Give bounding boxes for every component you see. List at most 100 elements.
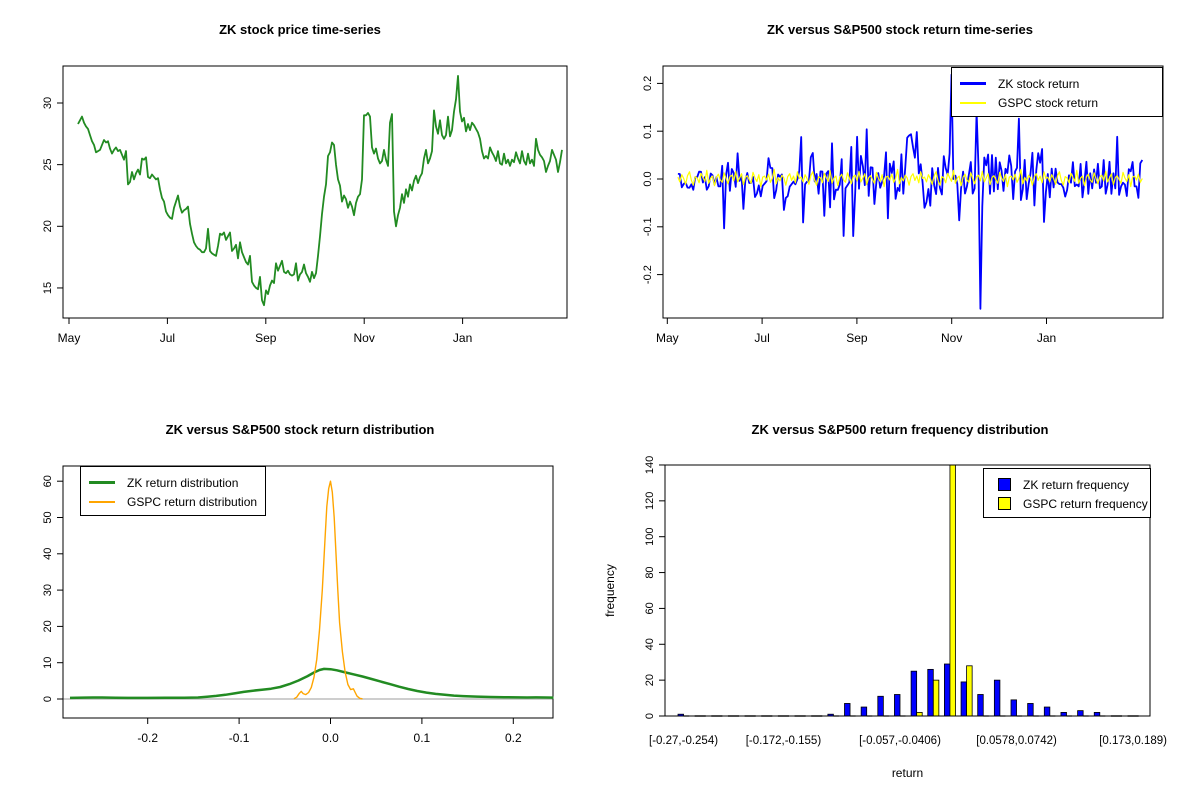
bin-range-label: [0.0578,0.0742)	[976, 735, 1057, 747]
zk-frequency-bar	[993, 679, 1001, 717]
legend-label: ZK return frequency	[1023, 477, 1130, 492]
y-tick-label: 10	[42, 657, 54, 669]
y-tick-label: 0.1	[642, 124, 654, 139]
histogram-chart: frequency return 0 20 40 60 80 100 120 140 [-0.27,…	[603, 456, 1167, 780]
y-tick-label: 120	[644, 492, 656, 510]
bin-range-label: [-0.057,-0.0406)	[859, 735, 941, 747]
gspc-frequency-bar	[916, 712, 923, 717]
gspc-return-line	[677, 168, 1143, 188]
x-tick-label: Jul	[754, 331, 769, 345]
zk-frequency-bar	[894, 694, 901, 717]
y-tick-label: 25	[42, 159, 54, 171]
x-tick-label: Nov	[354, 331, 375, 345]
zk-frequency-bar	[977, 694, 984, 717]
panel-price: May Jul Sep Nov Jan 15 20 25 30 ZK stock price t…	[0, 0, 600, 400]
y-tick-label: -0.1	[642, 217, 654, 236]
zk-frequency-bar	[960, 681, 967, 717]
y-tick-label: 30	[42, 97, 54, 109]
legend-item: GSPC return distribution	[89, 492, 257, 511]
zk-frequency-bar	[844, 703, 851, 717]
x-tick-label: Sep	[255, 331, 277, 345]
zk-return-line-swatch	[960, 82, 986, 85]
histogram-chart-title: ZK versus S&P500 return frequency distri…	[751, 422, 1049, 437]
y-tick-label: 100	[644, 528, 656, 546]
x-tick-label: Jan	[453, 331, 472, 345]
legend-item: GSPC return frequency	[992, 494, 1148, 513]
zk-frequency-box-swatch	[998, 478, 1011, 491]
zk-frequency-bar	[860, 706, 868, 717]
y-tick-label: 60	[42, 475, 54, 487]
gspc-frequency-bar	[932, 679, 940, 717]
bin-range-label: [0.173,0.189)	[1099, 735, 1167, 747]
x-tick-label: Nov	[941, 331, 962, 345]
y-tick-label: 20	[42, 220, 54, 232]
legend-label: GSPC return distribution	[127, 494, 258, 509]
zk-frequency-bar	[1060, 712, 1067, 717]
legend-label: ZK return distribution	[127, 475, 239, 490]
gspc-density-line-swatch	[89, 500, 115, 503]
x-axis-label: return	[892, 766, 923, 780]
y-tick-label: 0.2	[642, 76, 654, 91]
panel-density: -0.2 -0.1 0.0 0.1 0.2 0 10 20 30 40 50 60 ZK versus…	[0, 400, 600, 800]
legend-item: ZK stock return	[960, 74, 1154, 93]
zk-frequency-bar	[1027, 703, 1034, 717]
zk-density-line-swatch	[89, 481, 115, 484]
gspc-frequency-box-swatch	[998, 497, 1011, 510]
x-tick-label: 0.1	[414, 731, 431, 745]
y-tick-label: -0.2	[642, 265, 654, 284]
returns-chart-title: ZK versus S&P500 stock return time-serie…	[767, 22, 1033, 37]
density-plot-frame	[62, 465, 554, 719]
x-tick-label: Jul	[160, 331, 175, 345]
zk-frequency-bar	[1043, 706, 1051, 717]
zk-density-curve	[69, 667, 554, 700]
panel-histogram: frequency return 0 20 40 60 80 100 120 140 [-0.27,…	[600, 400, 1200, 800]
panel-returns: May Jul Sep Nov Jan -0.2 -0.1 0.0 0.1 0.2 ZK vers…	[600, 0, 1200, 400]
legend-label: GSPC return frequency	[1023, 496, 1148, 511]
y-tick-label: 30	[42, 584, 54, 596]
zk-frequency-bar	[1077, 710, 1084, 717]
gspc-return-line-swatch	[960, 101, 986, 104]
price-chart-title: ZK stock price time-series	[219, 22, 381, 37]
price-plot-frame	[62, 65, 568, 319]
zk-frequency-bar	[943, 663, 951, 717]
returns-legend: ZK stock return GSPC stock return	[951, 67, 1163, 117]
x-tick-label: 0.2	[505, 731, 522, 745]
x-tick-label: Jan	[1037, 331, 1056, 345]
y-tick-label: 15	[42, 282, 54, 294]
price-chart: May Jul Sep Nov Jan 15 20 25 30	[42, 65, 568, 345]
density-legend: ZK return distribution GSPC return distr…	[80, 466, 266, 516]
y-tick-label: 0	[644, 713, 656, 719]
y-tick-label: 40	[42, 548, 54, 560]
y-tick-label: 60	[644, 602, 656, 614]
y-tick-label: 0.0	[642, 171, 654, 186]
y-axis-label: frequency	[603, 564, 617, 617]
histogram-legend: ZK return frequency GSPC return frequenc…	[983, 468, 1151, 518]
zk-frequency-bar	[910, 670, 918, 717]
bin-range-label: [-0.27,-0.254)	[649, 735, 718, 747]
legend-label: GSPC stock return	[998, 95, 1099, 110]
density-chart: -0.2 -0.1 0.0 0.1 0.2 0 10 20 30 40 50 60	[42, 465, 554, 745]
x-tick-label: 0.0	[322, 731, 339, 745]
legend-item: ZK return frequency	[992, 475, 1142, 494]
zk-frequency-bar	[1093, 712, 1101, 717]
legend-label: ZK stock return	[998, 76, 1080, 91]
zk-frequency-bar	[1010, 699, 1017, 717]
histogram-plot-frame	[664, 464, 1151, 717]
x-tick-label: May	[656, 331, 679, 345]
y-tick-label: 80	[644, 566, 656, 578]
zk-return-line	[677, 73, 1144, 310]
bin-range-label: [-0.172,-0.155)	[746, 735, 822, 747]
y-tick-label: 50	[42, 511, 54, 523]
density-chart-title: ZK versus S&P500 stock return distributi…	[165, 422, 435, 437]
gspc-density-curve	[293, 480, 363, 700]
zk-frequency-bar	[877, 695, 884, 717]
zk-frequency-bar	[927, 668, 934, 717]
y-tick-label: 20	[644, 674, 656, 686]
returns-plot-frame	[662, 65, 1164, 319]
x-tick-label: -0.1	[229, 731, 250, 745]
gspc-frequency-bar	[949, 465, 956, 716]
legend-item: ZK return distribution	[89, 473, 257, 492]
returns-chart: May Jul Sep Nov Jan -0.2 -0.1 0.0 0.1 0.2	[642, 65, 1164, 345]
y-tick-label: 0	[42, 696, 54, 702]
